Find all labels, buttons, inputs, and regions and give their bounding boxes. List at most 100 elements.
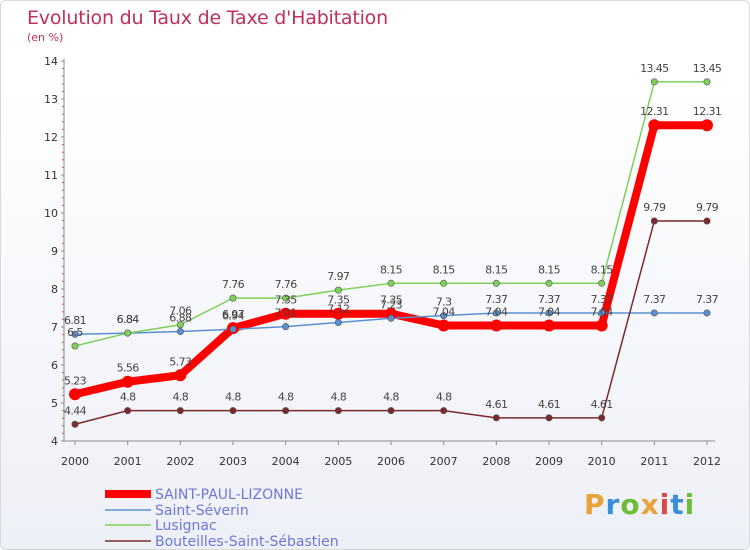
data-label: 13.45	[693, 62, 722, 75]
data-point	[492, 414, 500, 422]
data-label: 7.01	[275, 307, 297, 320]
data-point	[71, 330, 79, 338]
data-label: 7.04	[485, 305, 508, 318]
data-label: 7.04	[591, 305, 614, 318]
data-point	[334, 407, 342, 415]
x-tick-label: 2003	[219, 455, 247, 468]
data-label: 7.76	[222, 278, 245, 291]
y-minor-tick	[62, 242, 64, 244]
y-minor-tick	[62, 106, 64, 108]
y-tick-label: 8	[51, 283, 58, 296]
data-label: 7.37	[538, 293, 561, 306]
data-label: 4.44	[64, 404, 87, 417]
y-minor-tick	[62, 303, 64, 305]
data-point	[545, 414, 553, 422]
data-point	[69, 388, 81, 401]
legend-label: SAINT-PAUL-LIZONNE	[155, 487, 303, 503]
y-minor-tick	[62, 235, 64, 237]
x-tick-label: 2007	[430, 455, 458, 468]
data-label: 5.23	[64, 374, 87, 387]
data-point	[598, 414, 606, 422]
y-minor-tick	[62, 311, 64, 313]
data-point	[71, 342, 79, 350]
y-minor-tick	[62, 227, 64, 229]
y-minor-tick	[62, 318, 64, 320]
data-point	[334, 286, 342, 294]
data-point	[543, 319, 555, 332]
y-minor-tick	[62, 265, 64, 267]
data-label: 9.79	[696, 201, 719, 214]
data-point	[387, 407, 395, 415]
y-tick-label: 6	[51, 359, 58, 372]
series-line-0	[71, 121, 711, 399]
data-point	[440, 279, 448, 287]
proxiti-logo: Proxiti	[584, 488, 695, 521]
data-point	[334, 318, 342, 326]
data-label: 8.15	[591, 263, 614, 276]
y-tick-label: 13	[44, 93, 58, 106]
data-label: 13.45	[640, 62, 669, 75]
data-label: 7.04	[538, 305, 561, 318]
data-point	[701, 119, 713, 132]
data-label: 4.8	[225, 391, 241, 404]
y-tick-label: 5	[51, 397, 58, 410]
data-label: 6.97	[222, 308, 245, 321]
data-label: 7.12	[327, 302, 349, 315]
y-tick-label: 12	[44, 131, 58, 144]
y-minor-tick	[62, 83, 64, 85]
data-point	[598, 309, 606, 317]
y-tick-label: 9	[51, 245, 58, 258]
data-point	[492, 279, 500, 287]
x-tick-label: 2002	[166, 455, 194, 468]
data-label: 6.5	[67, 326, 83, 339]
x-tick-label: 2011	[640, 455, 668, 468]
y-minor-tick	[62, 379, 64, 381]
y-minor-tick	[62, 159, 64, 161]
y-minor-tick	[62, 220, 64, 222]
data-label: 4.8	[278, 391, 294, 404]
data-label: 7.3	[436, 296, 452, 309]
data-label: 4.61	[538, 398, 560, 411]
data-label: 5.73	[169, 355, 192, 368]
data-label: 4.61	[591, 398, 613, 411]
y-minor-tick	[62, 166, 64, 168]
y-minor-tick	[62, 410, 64, 412]
data-label: 7.06	[169, 305, 192, 318]
y-minor-tick	[62, 432, 64, 434]
y-minor-tick	[62, 128, 64, 130]
data-label: 7.35	[327, 294, 350, 307]
data-point	[176, 321, 184, 329]
data-point	[176, 328, 184, 336]
data-point	[492, 309, 500, 317]
y-minor-tick	[62, 341, 64, 343]
logo-letter: r	[605, 488, 621, 521]
data-point	[121, 375, 134, 388]
data-label: 7.37	[643, 293, 666, 306]
data-label: 6.94	[222, 309, 245, 322]
y-minor-tick	[62, 417, 64, 419]
data-label: 4.8	[330, 391, 346, 404]
y-minor-tick	[62, 144, 64, 146]
y-minor-tick	[62, 204, 64, 206]
data-label: 7.35	[380, 294, 403, 307]
y-minor-tick	[62, 334, 64, 336]
data-label: 6.81	[64, 314, 86, 327]
data-point	[387, 279, 395, 287]
data-point	[387, 314, 395, 322]
data-point	[176, 407, 184, 415]
y-minor-tick	[62, 90, 64, 92]
data-point	[545, 309, 553, 317]
logo-letter: x	[640, 488, 660, 521]
data-point	[282, 407, 290, 415]
data-label: 9.79	[643, 201, 666, 214]
data-point	[650, 78, 658, 86]
legend-label: Saint-Séverin	[155, 503, 249, 519]
x-tick-label: 2001	[114, 455, 142, 468]
y-minor-tick	[62, 189, 64, 191]
data-label: 7.04	[433, 305, 456, 318]
y-minor-tick	[62, 182, 64, 184]
data-point	[282, 294, 290, 302]
data-label: 4.8	[436, 391, 452, 404]
legend-label: Lusignac	[155, 518, 217, 534]
